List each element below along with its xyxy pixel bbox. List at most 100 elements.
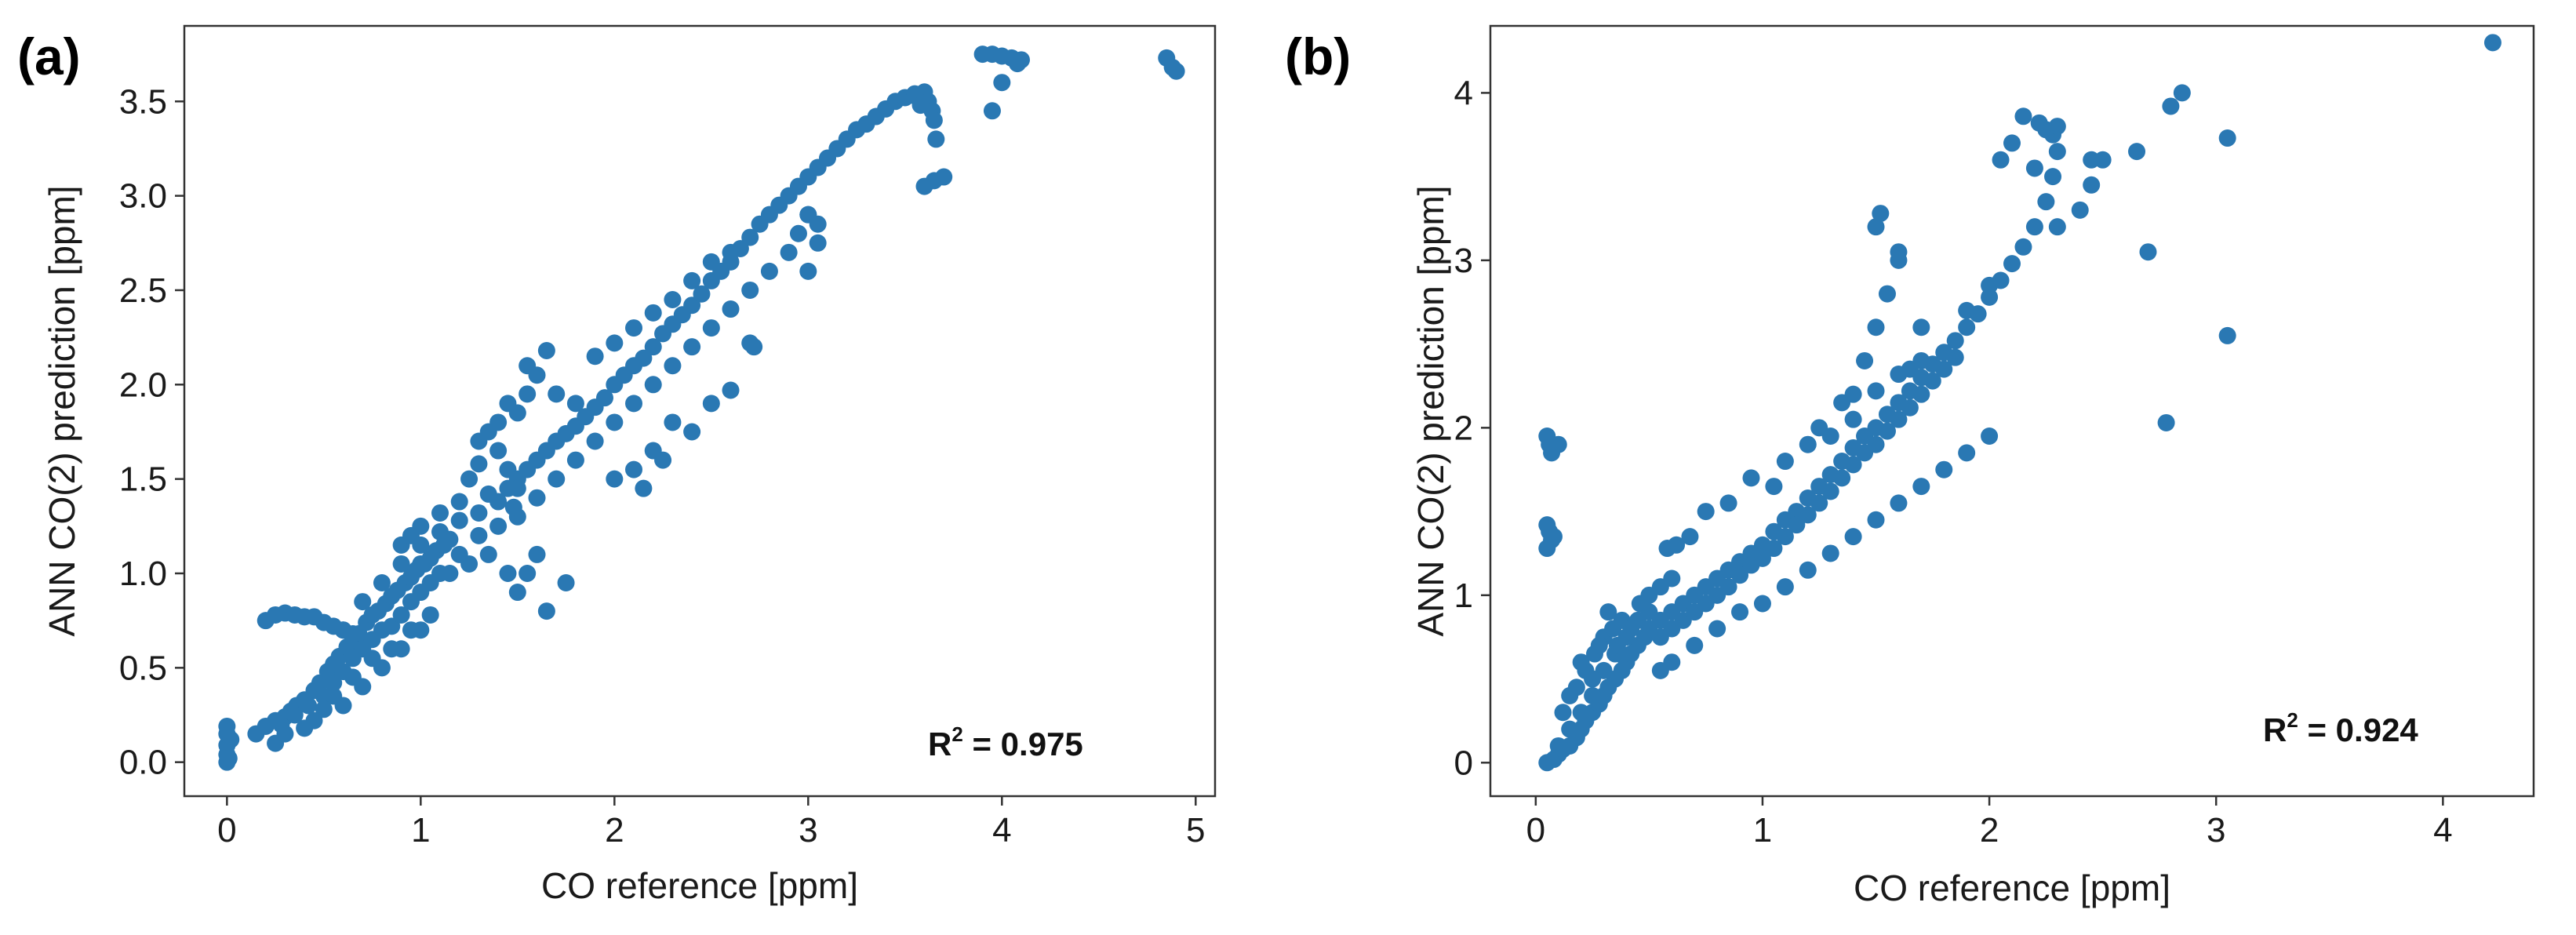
data-point-a-4 <box>218 717 236 735</box>
data-point-a-107 <box>925 111 943 129</box>
data-point-b-117 <box>1663 569 1681 588</box>
data-point-a-86 <box>741 228 759 246</box>
data-point-b-160 <box>2218 326 2236 344</box>
data-point-a-214 <box>402 621 420 639</box>
data-point-b-109 <box>1584 670 1602 688</box>
data-point-a-38 <box>300 697 318 715</box>
data-point-b-58 <box>2014 107 2032 126</box>
data-point-a-110 <box>470 526 488 544</box>
y-tick-label-a-0: 0.0 <box>119 744 167 782</box>
x-tick-label-b-4: 4 <box>2433 811 2452 850</box>
data-point-a-156 <box>344 625 362 643</box>
data-point-a-53 <box>354 593 372 611</box>
data-point-a-47 <box>392 606 410 624</box>
data-point-b-65 <box>1561 720 1579 738</box>
data-point-b-83 <box>1765 540 1783 558</box>
data-point-a-57 <box>431 523 449 541</box>
y-tick-label-a-2: 1.0 <box>119 555 167 593</box>
data-point-a-210 <box>325 687 343 705</box>
data-point-a-145 <box>431 504 449 522</box>
data-point-a-142 <box>504 498 522 516</box>
data-point-a-191 <box>935 168 953 186</box>
data-point-b-156 <box>2139 243 2157 261</box>
data-point-a-76 <box>644 338 662 356</box>
data-point-b-180 <box>1890 366 1908 384</box>
data-point-a-200 <box>983 102 1001 120</box>
data-point-b-95 <box>1901 398 1919 417</box>
data-point-a-181 <box>635 479 653 497</box>
data-point-a-138 <box>499 460 517 478</box>
data-point-b-82 <box>1753 549 1771 567</box>
data-point-b-169 <box>1890 494 1908 512</box>
data-point-a-111 <box>489 517 508 535</box>
data-point-b-149 <box>1981 276 1999 294</box>
data-point-a-176 <box>702 395 720 413</box>
data-points-b <box>1538 34 2501 772</box>
data-point-b-61 <box>2025 159 2043 177</box>
data-point-a-171 <box>470 432 488 450</box>
data-point-b-64 <box>1549 737 1567 755</box>
data-point-a-175 <box>683 423 701 441</box>
data-point-b-165 <box>1799 561 1817 579</box>
data-point-b-138 <box>1844 385 1862 403</box>
data-point-b-164 <box>1776 578 1794 596</box>
x-tick-label-a-5: 5 <box>1186 811 1205 850</box>
data-point-a-5 <box>220 749 238 767</box>
data-point-b-79 <box>1719 578 1737 596</box>
data-point-b-154 <box>2083 176 2101 194</box>
data-point-b-143 <box>1867 218 1885 236</box>
data-point-a-180 <box>654 451 672 469</box>
data-point-b-46 <box>1958 318 1976 337</box>
x-tick-label-a-2: 2 <box>605 811 624 850</box>
data-point-a-126 <box>780 243 798 261</box>
plot-frame-b <box>1489 24 2535 798</box>
x-tick-label-a-0: 0 <box>217 811 236 850</box>
panel-label-b: (b) <box>1285 27 1351 85</box>
data-point-a-226 <box>412 555 430 573</box>
r-squared-annotation-b: R2 = 0.924 <box>2263 708 2418 748</box>
data-point-b-55 <box>2048 143 2066 161</box>
data-point-a-172 <box>566 395 584 413</box>
data-point-a-157 <box>508 584 526 602</box>
data-point-a-140 <box>470 455 488 473</box>
data-point-a-6 <box>222 730 240 748</box>
data-point-a-217 <box>276 725 294 743</box>
data-point-a-127 <box>789 224 807 242</box>
data-point-b-108 <box>1561 686 1579 704</box>
data-point-a-120 <box>664 357 682 375</box>
data-point-a-71 <box>595 389 613 407</box>
data-point-a-211 <box>344 668 362 686</box>
x-tick-label-a-1: 1 <box>411 811 430 850</box>
data-point-a-213 <box>383 640 401 658</box>
y-tick-label-a-7: 3.5 <box>119 82 167 121</box>
data-point-a-188 <box>809 215 827 233</box>
data-point-a-168 <box>518 357 537 375</box>
data-point-a-178 <box>625 460 643 478</box>
data-point-b-139 <box>1856 351 1874 369</box>
data-point-b-84 <box>1776 528 1794 546</box>
data-point-a-159 <box>528 545 546 563</box>
data-point-b-96 <box>1912 385 1930 403</box>
data-point-b-158 <box>2173 84 2191 102</box>
data-point-a-75 <box>635 349 653 367</box>
data-point-b-112 <box>1608 636 1626 654</box>
data-point-a-215 <box>421 606 439 624</box>
data-point-a-129 <box>722 243 740 261</box>
panel-label-a: (a) <box>17 27 81 85</box>
r-squared-annotation-a: R2 = 0.975 <box>928 722 1083 762</box>
data-point-b-92 <box>1867 435 1885 453</box>
data-point-a-81 <box>693 285 711 303</box>
data-point-b-128 <box>1668 536 1686 554</box>
data-point-b-51 <box>2014 238 2032 256</box>
data-point-b-97 <box>1923 372 1941 390</box>
axis-ticks-b: 0 1 2 3 4 0 1 2 3 4 <box>1454 74 2453 850</box>
data-point-b-107 <box>1572 653 1590 671</box>
x-axis-title-a: CO reference [ppm] <box>541 865 858 906</box>
y-tick-label-a-3: 1.5 <box>119 460 167 499</box>
data-point-a-141 <box>460 470 478 488</box>
data-point-a-174 <box>664 413 682 431</box>
data-point-b-159 <box>2218 129 2236 147</box>
data-point-b-85 <box>1788 516 1806 534</box>
data-point-b-166 <box>1821 544 1839 562</box>
